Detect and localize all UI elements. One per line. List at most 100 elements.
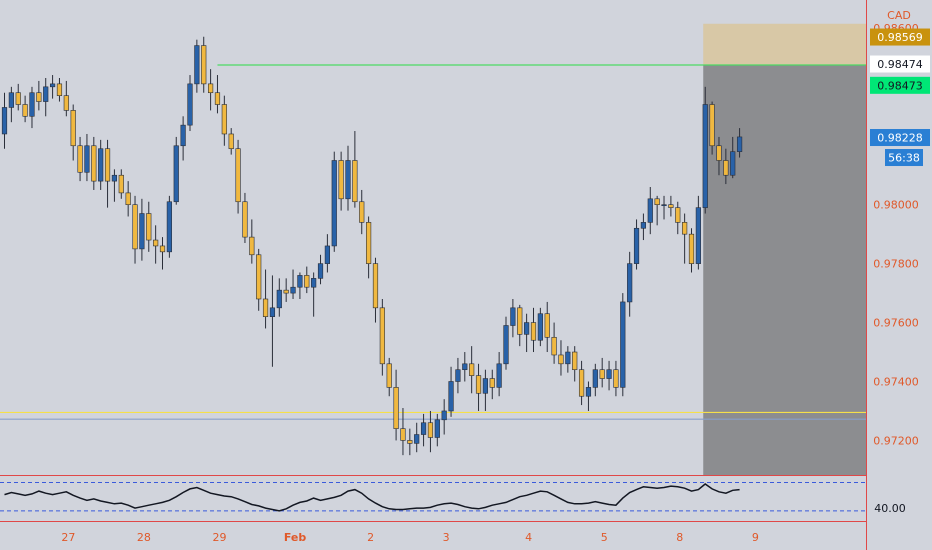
candle-body <box>228 133 234 150</box>
candle <box>352 131 358 208</box>
candle <box>214 75 221 114</box>
candle <box>455 357 461 394</box>
candle-body <box>537 313 543 341</box>
candle <box>338 151 344 211</box>
candle-body <box>682 222 688 235</box>
candle <box>489 369 495 400</box>
price-badges: 0.98569 0.98474 0.98473 0.98228 56:38 <box>870 28 930 167</box>
price-badge-box <box>870 76 930 94</box>
candle-body <box>214 92 221 105</box>
candle <box>139 198 145 261</box>
time-tick-label: 27 <box>61 531 75 544</box>
candle <box>208 69 214 111</box>
candle <box>496 352 502 397</box>
candle-body <box>716 145 722 161</box>
candle-body <box>723 160 729 176</box>
candle-body <box>173 145 179 203</box>
candle <box>427 410 434 453</box>
candle <box>221 95 227 146</box>
candle-body <box>524 322 530 335</box>
candle-body <box>242 201 248 238</box>
candle-body <box>407 440 413 444</box>
candle <box>420 413 427 447</box>
time-tick-label: 28 <box>137 531 151 544</box>
currency-label: CAD <box>887 9 911 22</box>
candle-body <box>159 245 166 253</box>
candle <box>716 136 722 176</box>
candle <box>462 352 468 382</box>
candle-body <box>482 378 489 394</box>
candle-body <box>290 286 296 294</box>
price-tick-label: 0.97200 <box>873 434 919 447</box>
candlestick-series <box>1 36 743 456</box>
candle-body <box>730 151 736 176</box>
candle <box>503 316 509 370</box>
candle <box>695 195 701 270</box>
candle-body <box>304 275 310 288</box>
candle <box>22 95 28 123</box>
candle <box>627 251 633 317</box>
candle-body <box>194 45 200 85</box>
candle <box>159 237 166 270</box>
price-badge-label: 0.98474 <box>877 58 923 71</box>
price-badge-label: 0.98569 <box>877 31 923 44</box>
candle-body <box>434 419 440 438</box>
candle <box>104 139 111 208</box>
time-tick-label: 29 <box>212 531 226 544</box>
candle <box>688 228 695 273</box>
candle-body <box>572 351 578 371</box>
candle-body <box>613 369 619 388</box>
price-tick-label: 0.97600 <box>873 317 919 330</box>
candle <box>1 92 8 149</box>
price-tick-label: 0.97400 <box>873 375 919 388</box>
candle <box>551 322 557 364</box>
candle-body <box>565 351 571 365</box>
candle-body <box>269 307 276 317</box>
candle <box>311 272 317 317</box>
candle <box>153 225 159 264</box>
candle <box>283 278 289 302</box>
candle-body <box>654 198 660 205</box>
candle <box>592 363 598 397</box>
candle-body <box>592 369 598 388</box>
candle-body <box>441 410 447 421</box>
candle <box>448 366 454 417</box>
candle-body <box>661 204 667 206</box>
candle-body <box>709 104 715 147</box>
candle-body <box>736 136 743 152</box>
candle-body <box>427 422 434 438</box>
candle-body <box>606 369 612 379</box>
candle <box>187 75 193 132</box>
candle <box>668 195 674 217</box>
price-badge-box <box>870 55 930 73</box>
price-badge-box <box>870 129 930 147</box>
candle <box>63 80 69 117</box>
candle-body <box>153 239 159 247</box>
candle <box>317 254 324 285</box>
candle-body <box>496 363 502 388</box>
candle-body <box>544 313 550 338</box>
candle-body <box>15 92 21 105</box>
candle-body <box>146 213 152 241</box>
candle-body <box>366 222 372 264</box>
price-badge-box <box>885 149 923 167</box>
candle-body <box>324 245 330 264</box>
candle <box>290 269 296 299</box>
candle <box>517 304 523 347</box>
candle-body <box>201 45 207 85</box>
candle-body <box>400 428 406 441</box>
candle-body <box>139 213 145 250</box>
candle-body <box>551 336 557 356</box>
candle <box>702 86 708 214</box>
candle-body <box>489 378 495 388</box>
candle <box>640 213 647 241</box>
candle-body <box>63 95 69 111</box>
candle-body <box>702 104 708 208</box>
time-axis[interactable]: 27 28 29 Feb 2 3 4 5 8 9 <box>61 531 759 544</box>
horizontal-levels <box>0 64 866 420</box>
candle <box>537 307 543 347</box>
price-badge: 0.98569 <box>870 28 930 46</box>
candle <box>125 181 131 217</box>
candle <box>400 408 406 456</box>
